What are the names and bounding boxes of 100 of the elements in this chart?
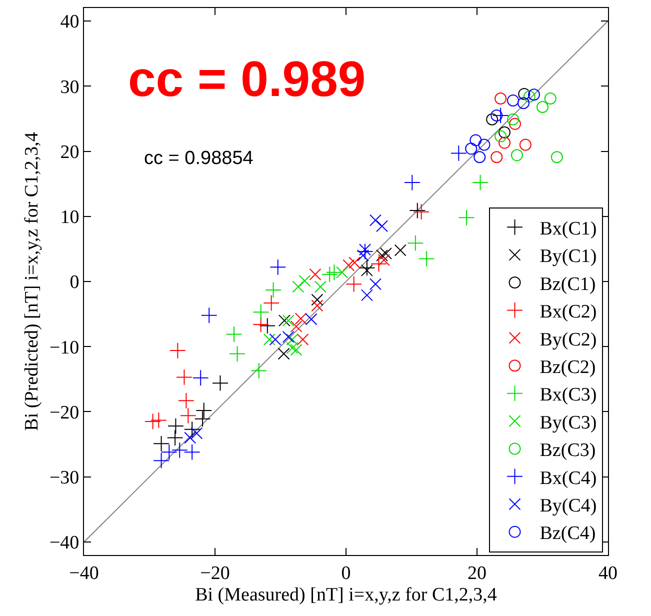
point (370, 256, 387, 272)
point (298, 274, 311, 287)
point (413, 204, 430, 220)
point (474, 151, 486, 164)
point (360, 289, 373, 302)
legend-label: Bx(C3) (540, 384, 597, 406)
point (160, 444, 178, 460)
point (150, 412, 167, 428)
point (190, 427, 203, 440)
x-tick-label: 40 (598, 562, 618, 584)
point (326, 264, 342, 281)
point (528, 88, 540, 101)
point (292, 280, 304, 293)
legend-label: Bz(C4) (540, 523, 596, 544)
point (184, 444, 200, 460)
x-tick-label: 20 (468, 562, 486, 584)
point (359, 244, 371, 256)
point (259, 318, 276, 334)
y-tick-label: −20 (49, 402, 80, 424)
point (407, 234, 424, 252)
point (508, 118, 521, 130)
point (270, 258, 286, 276)
point (265, 282, 282, 298)
point (378, 254, 390, 266)
point (194, 410, 211, 428)
point (278, 348, 290, 360)
legend-label: Bz(C2) (540, 357, 596, 378)
point (356, 243, 374, 260)
point (523, 90, 536, 103)
point (472, 174, 488, 191)
legend-label: Bx(C4) (540, 468, 597, 489)
point (336, 266, 348, 278)
annotation: cc = 0.989 (128, 51, 366, 107)
point (369, 214, 382, 226)
point (550, 151, 563, 164)
point (282, 330, 294, 343)
point (184, 432, 196, 444)
y-tick-label: 30 (60, 76, 80, 98)
legend-label: Bz(C3) (540, 440, 596, 462)
point (168, 418, 184, 434)
point (278, 314, 290, 327)
point (498, 136, 511, 149)
legend-label: By(C2) (540, 329, 597, 350)
point (296, 333, 309, 346)
point (180, 407, 196, 424)
point (290, 320, 302, 332)
point (536, 100, 548, 113)
x-tick-label: −20 (200, 562, 230, 584)
legend-label: Bz(C1) (540, 274, 596, 295)
x-tick-label: 0 (341, 562, 351, 584)
point (380, 248, 392, 260)
point (311, 300, 324, 312)
point (321, 266, 338, 283)
point (184, 421, 200, 438)
point (342, 259, 355, 272)
point (369, 278, 382, 290)
point (492, 107, 509, 124)
point (358, 260, 376, 276)
point (490, 109, 503, 122)
y-tick-label: 10 (60, 207, 80, 228)
point (192, 370, 209, 386)
point (250, 362, 268, 379)
x-axis-title: Bi (Measured) [nT] i=x,y,z for C1,2,3,4 (195, 584, 498, 606)
point (169, 342, 186, 359)
point (376, 249, 388, 262)
point (309, 268, 322, 280)
y-tick-label: 40 (60, 12, 80, 33)
point (171, 442, 188, 458)
point (498, 126, 511, 138)
legend-label: By(C3) (540, 412, 597, 434)
point (282, 314, 294, 327)
point (305, 313, 318, 326)
legend-label: Bx(C1) (540, 218, 597, 240)
point (507, 94, 520, 106)
point (176, 369, 192, 386)
point (196, 402, 212, 419)
point (252, 304, 270, 320)
legend-label: By(C4) (540, 496, 597, 517)
point (314, 280, 326, 293)
point (294, 312, 307, 325)
y-tick-label: −10 (49, 337, 80, 358)
point (510, 149, 523, 162)
point (229, 346, 246, 362)
point (153, 435, 170, 452)
y-tick-label: 0 (70, 272, 80, 294)
point (458, 209, 475, 226)
point (311, 294, 324, 306)
point (286, 342, 298, 354)
point (153, 452, 170, 469)
y-tick-label: −40 (49, 532, 80, 554)
point (518, 88, 530, 100)
point (450, 145, 467, 162)
point (360, 264, 373, 276)
point (263, 294, 280, 312)
point (486, 113, 498, 126)
point (490, 151, 503, 164)
point (518, 97, 530, 110)
legend-label: Bx(C2) (540, 302, 597, 323)
point (494, 92, 507, 105)
point (286, 333, 298, 346)
